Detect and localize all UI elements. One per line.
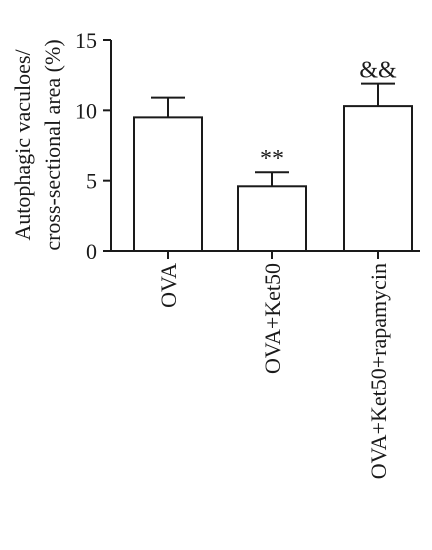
y-axis: 0 5 10 15 [75,28,112,264]
bar [133,116,203,252]
bar [343,105,413,253]
significance-marker: && [359,58,397,84]
y-tick-label: 0 [86,239,97,264]
x-axis: OVA OVA+Ket50 OVA+Ket50+rapamycin [111,250,420,479]
y-axis-title-line-2: cross-sectional area (%) [40,39,65,250]
significance-marker: ** [260,146,284,172]
x-tick-label: OVA+Ket50+rapamycin [366,263,391,479]
y-axis-title-line-1: Autophagic vaculoes/ [10,49,35,241]
x-tick-label: OVA [156,263,181,308]
bar [237,185,307,252]
bars: ** && [133,58,413,253]
y-tick-label: 15 [75,28,97,53]
x-tick-label: OVA+Ket50 [260,263,285,374]
y-axis-title: Autophagic vaculoes/ cross-sectional are… [10,39,65,250]
y-tick-label: 5 [86,169,97,194]
y-tick-label: 10 [75,98,97,123]
